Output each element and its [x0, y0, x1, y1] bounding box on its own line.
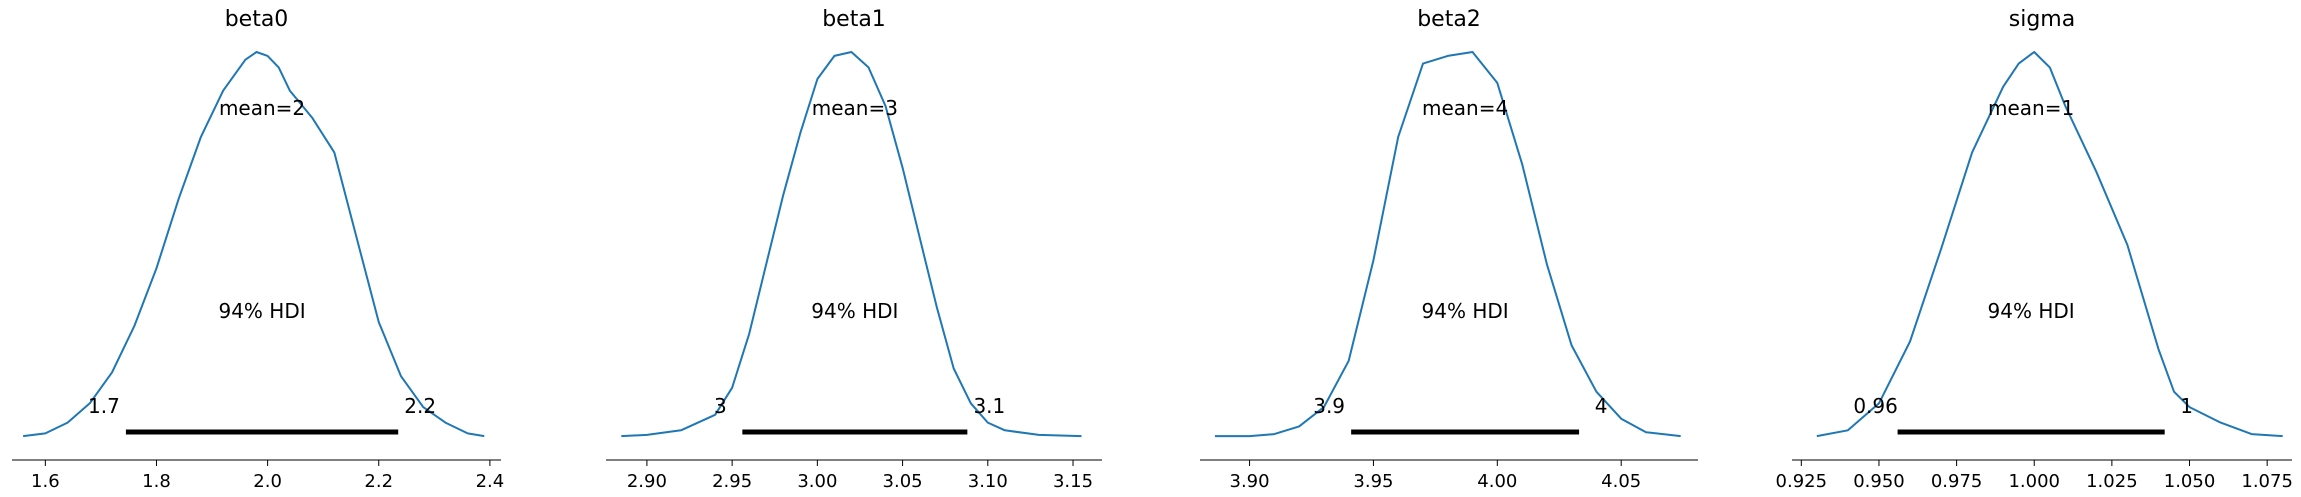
x-tick-label: 4.05: [1601, 471, 1641, 492]
x-tick-label: 2.4: [476, 471, 505, 492]
hdi-low-label-beta1: 3: [714, 394, 727, 418]
hdi-label-beta0: 94% HDI: [218, 299, 305, 323]
hdi-high-label-beta1: 3.1: [973, 394, 1005, 418]
x-tick-label: 4.00: [1477, 471, 1517, 492]
hdi-low-label-beta2: 3.9: [1313, 394, 1345, 418]
x-tick-label: 1.025: [2086, 471, 2138, 492]
hdi-high-label-beta0: 2.2: [404, 394, 436, 418]
density-curve-beta1: [621, 51, 1082, 438]
panel-title-beta0: beta0: [225, 7, 289, 32]
hdi-label-sigma: 94% HDI: [1988, 299, 2075, 323]
hdi-label-beta2: 94% HDI: [1422, 299, 1509, 323]
hdi-low-label-beta0: 1.7: [88, 394, 120, 418]
x-tick-label: 1.075: [2241, 471, 2293, 492]
x-tick-label: 1.6: [31, 471, 60, 492]
x-tick-label: 3.10: [968, 471, 1008, 492]
mean-label-beta1: mean=3: [812, 96, 898, 120]
hdi-low-label-sigma: 0.96: [1853, 394, 1898, 418]
mean-label-sigma: mean=1: [1988, 96, 2074, 120]
x-tick-label: 3.00: [797, 471, 837, 492]
x-tick-label: 0.925: [1776, 471, 1828, 492]
hdi-high-label-beta2: 4: [1595, 394, 1608, 418]
hdi-high-label-sigma: 1: [2180, 394, 2193, 418]
density-curve-beta0: [22, 51, 485, 438]
x-tick-label: 0.950: [1853, 471, 1905, 492]
density-curve-sigma: [1816, 51, 2283, 438]
x-tick-label: 3.95: [1353, 471, 1393, 492]
x-tick-label: 1.000: [2008, 471, 2060, 492]
x-tick-label: 3.05: [883, 471, 923, 492]
mean-label-beta2: mean=4: [1422, 96, 1508, 120]
mean-label-beta0: mean=2: [219, 96, 305, 120]
panel-title-beta2: beta2: [1417, 7, 1481, 32]
x-tick-label: 3.90: [1230, 471, 1270, 492]
x-tick-label: 2.95: [712, 471, 752, 492]
x-tick-label: 2.90: [627, 471, 667, 492]
x-tick-label: 2.0: [253, 471, 282, 492]
hdi-label-beta1: 94% HDI: [811, 299, 898, 323]
x-tick-label: 3.15: [1053, 471, 1093, 492]
density-curve-beta2: [1214, 51, 1681, 438]
panel-title-beta1: beta1: [822, 7, 886, 32]
x-tick-label: 1.050: [2164, 471, 2216, 492]
x-tick-label: 2.2: [364, 471, 393, 492]
panel-title-sigma: sigma: [2009, 7, 2075, 32]
x-tick-label: 1.8: [142, 471, 171, 492]
x-tick-label: 0.975: [1931, 471, 1983, 492]
